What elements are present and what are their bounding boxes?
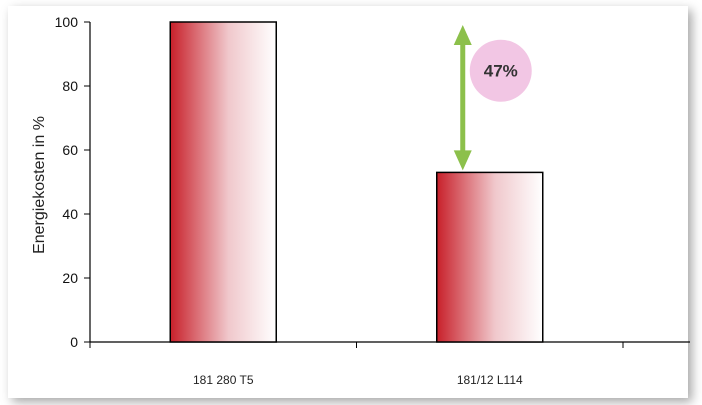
- y-axis-label: Energiekosten in %: [31, 116, 48, 254]
- arrow-head-up: [453, 25, 472, 45]
- y-tick-label: 20: [62, 270, 78, 286]
- x-tick-label: 181/12 L114: [457, 373, 523, 387]
- y-tick-label: 100: [55, 14, 79, 30]
- arrow-head-down: [453, 150, 472, 171]
- y-tick-label: 40: [62, 206, 78, 222]
- annotation-label: 47%: [484, 62, 518, 81]
- y-tick-label: 0: [70, 334, 78, 350]
- annotation-badge: [469, 39, 532, 102]
- y-tick-label: 60: [62, 142, 78, 158]
- chart-frame: [8, 6, 688, 398]
- bar: [169, 21, 277, 343]
- y-tick-label: 80: [62, 78, 78, 94]
- x-tick-label: 181 280 T5: [193, 373, 254, 387]
- bar: [436, 171, 544, 343]
